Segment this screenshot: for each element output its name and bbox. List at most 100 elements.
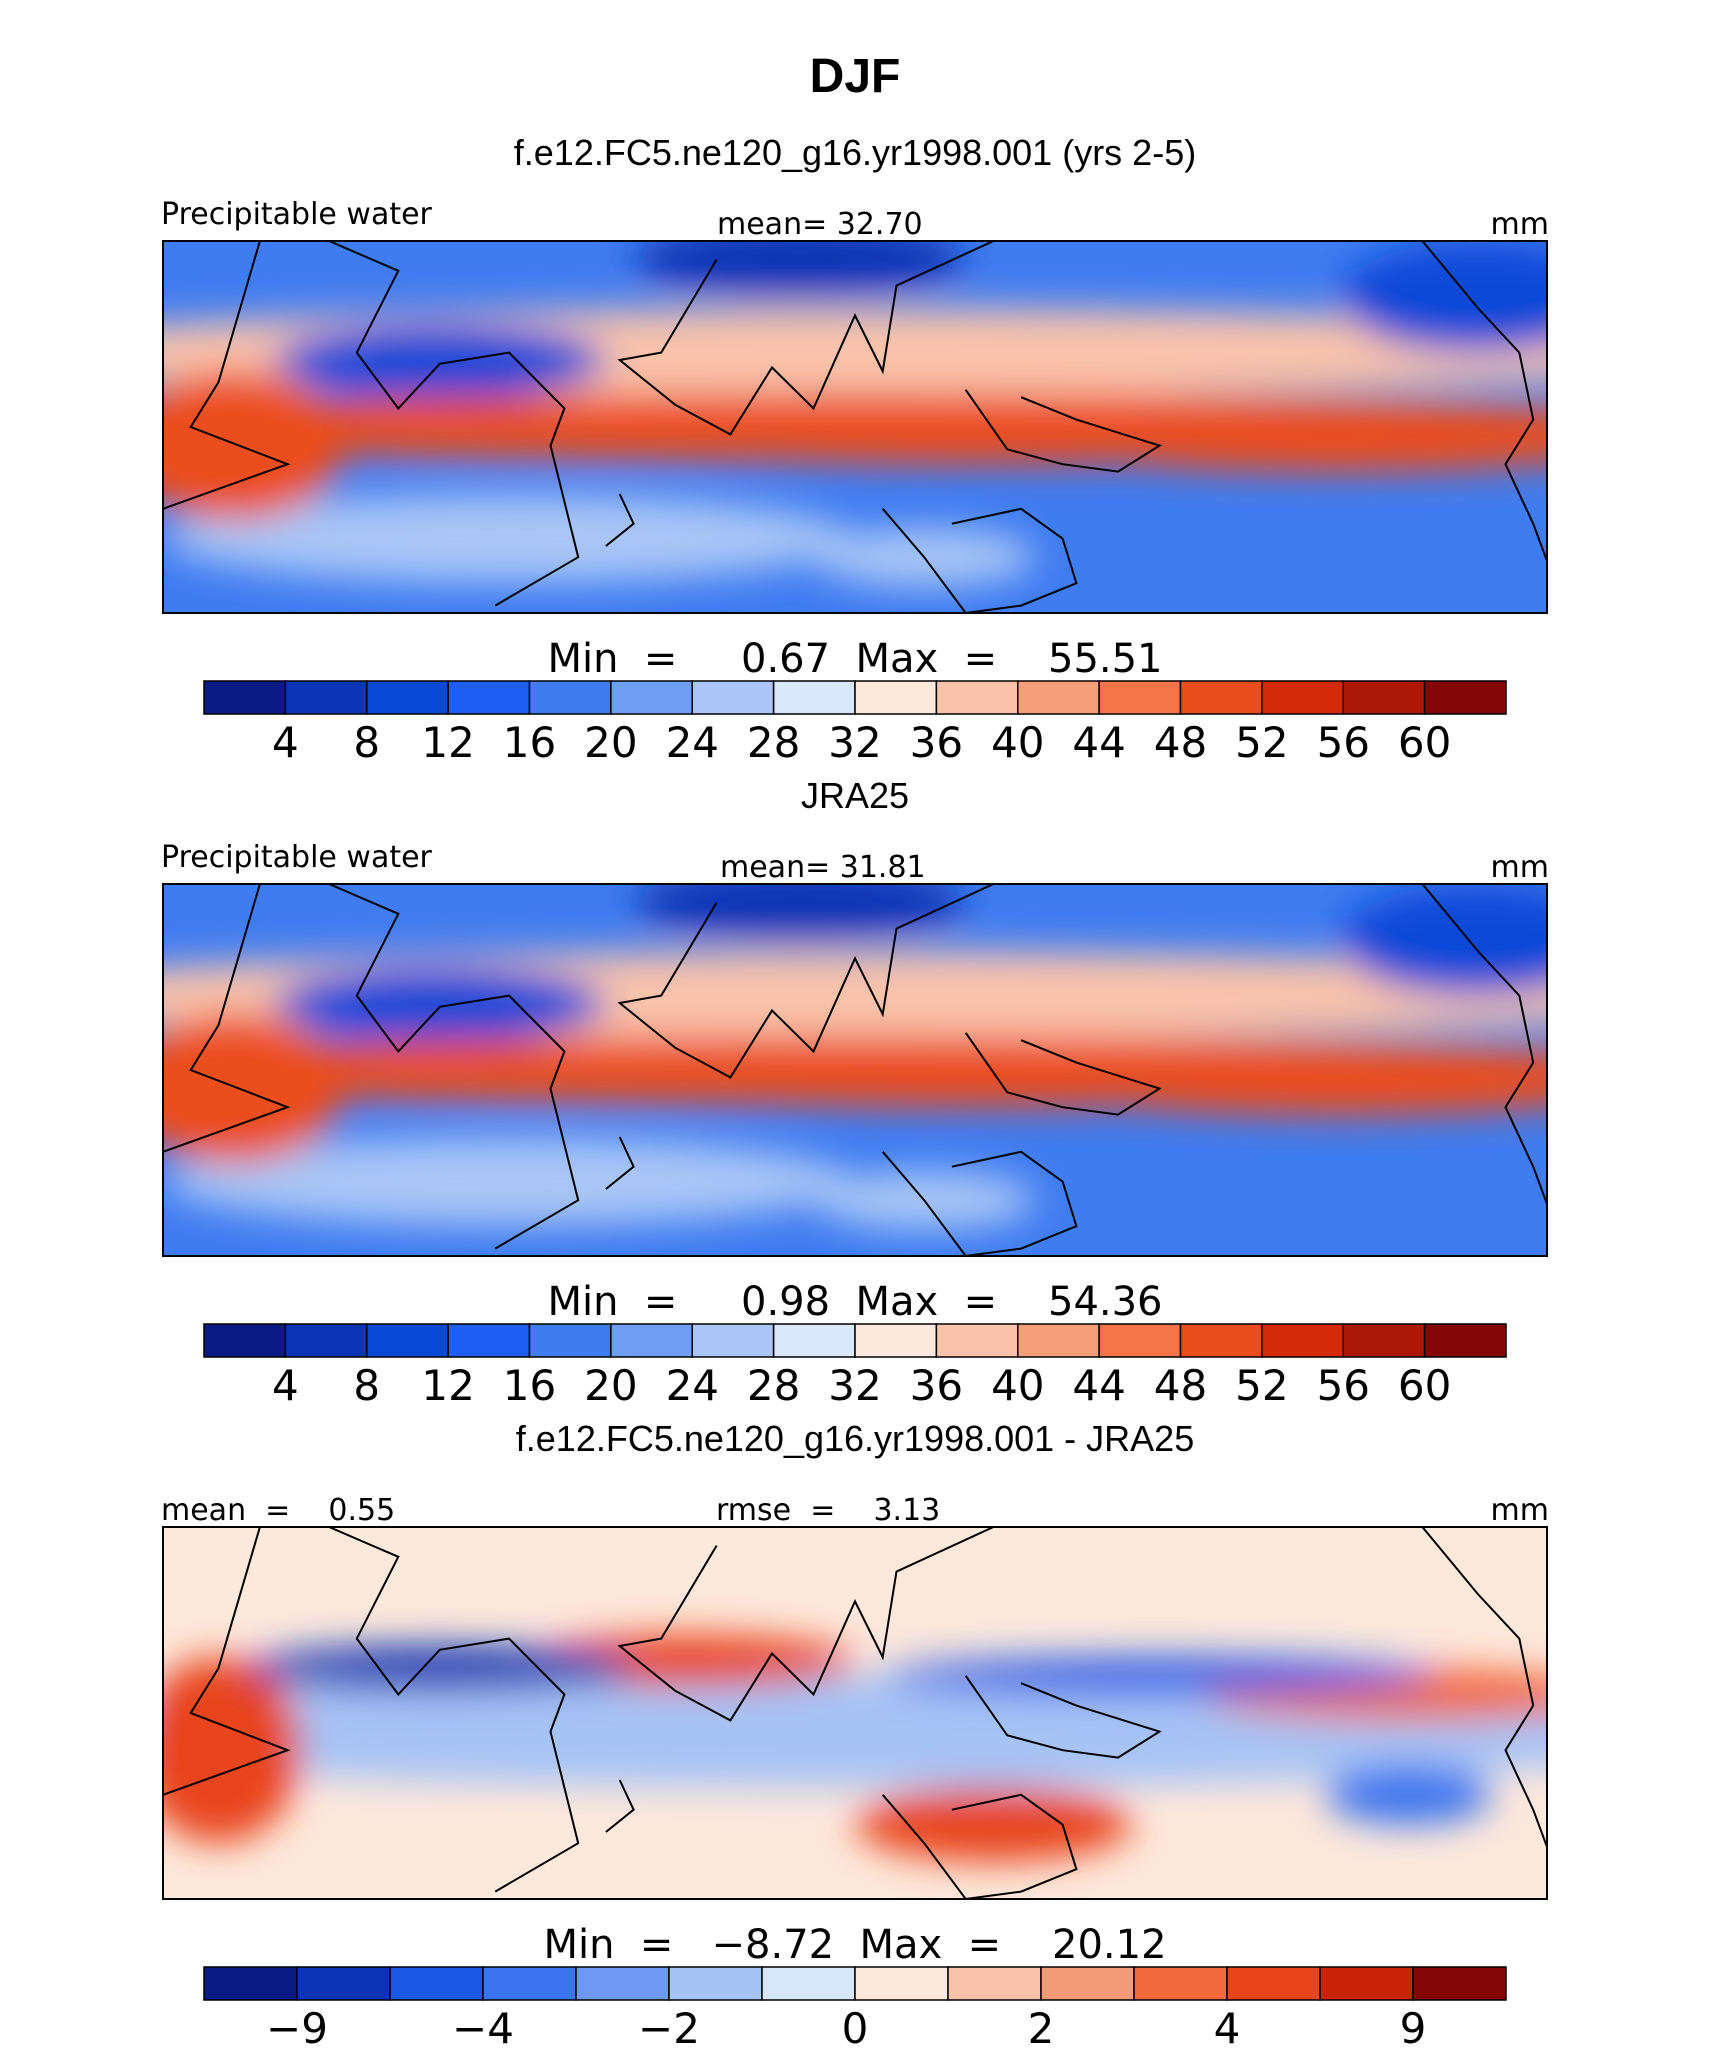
colorbar-tick-label: 52 <box>1235 1361 1288 1410</box>
colorbar-swatch <box>575 1966 670 2001</box>
coastline <box>964 389 1162 473</box>
colorbar: −9 −4 −2 0 2 4 9 <box>203 1966 1507 2048</box>
colorbar-swatch <box>366 680 449 715</box>
field-region <box>855 1787 1132 1862</box>
colorbar-swatch <box>203 680 287 715</box>
map-frame <box>162 883 1548 1257</box>
colorbar: 4 8 12 16 20 24 28 32 36 40 44 48 52 56 60 <box>203 1323 1507 1410</box>
coastline <box>328 1527 580 1893</box>
colorbar-swatch <box>528 680 612 715</box>
mean-label: mean= 32.70 <box>717 207 923 242</box>
colorbar-tick-label: 2 <box>1028 2004 1055 2048</box>
colorbar-swatch <box>1423 1323 1507 1358</box>
panel-title: f.e12.FC5.ne120_g16.yr1998.001 (yrs 2-5) <box>514 132 1196 173</box>
coastline <box>605 1779 635 1833</box>
panel-diff: f.e12.FC5.ne120_g16.yr1998.001 - JRA25 m… <box>161 1418 1549 2048</box>
field-region <box>163 1136 855 1227</box>
colorbar-tick-label: 56 <box>1317 718 1370 767</box>
colorbar-swatch <box>1319 1966 1414 2001</box>
colorbar-swatch <box>203 1323 287 1358</box>
units-label: mm <box>1491 1493 1549 1528</box>
panel-title: JRA25 <box>801 775 909 816</box>
colorbar-swatch <box>1098 1323 1182 1358</box>
field-region <box>246 1646 634 1691</box>
colorbar-tick-label: 16 <box>503 718 556 767</box>
colorbar-tick-label: 4 <box>272 718 299 767</box>
colorbar-tick-label: 56 <box>1317 1361 1370 1410</box>
field-region <box>1339 241 1547 353</box>
coastline <box>605 493 635 547</box>
colorbar-tick-label: 24 <box>666 718 719 767</box>
coastline <box>163 1527 291 1796</box>
coastline <box>617 884 994 1079</box>
map-field <box>163 884 1547 1256</box>
colorbar-swatch <box>366 1323 449 1358</box>
colorbar-swatch <box>1261 1323 1345 1358</box>
colorbar-tick-label: 32 <box>828 1361 881 1410</box>
colorbar-tick-label: 48 <box>1154 718 1207 767</box>
colorbar-swatch <box>1261 680 1345 715</box>
colorbar-swatch <box>772 1323 856 1358</box>
coastline <box>964 1675 1162 1759</box>
variable-label: Precipitable water <box>161 840 433 875</box>
field-region <box>163 1657 302 1844</box>
colorbar-swatch <box>1133 1966 1228 2001</box>
colorbar-tick-label: 36 <box>910 718 963 767</box>
coastline <box>617 241 994 436</box>
min-max-label: Min = −8.72 Max = 20.12 <box>543 1922 1166 1968</box>
coastline <box>605 1136 635 1190</box>
mean-label: mean= 31.81 <box>720 850 926 885</box>
colorbar-swatch <box>691 1323 775 1358</box>
colorbar-swatch <box>1017 680 1100 715</box>
colorbar-swatch <box>1098 680 1182 715</box>
colorbar-swatch <box>1342 1323 1426 1358</box>
mean-label: mean = 0.55 <box>161 1493 395 1528</box>
colorbar-tick-label: −9 <box>266 2004 328 2048</box>
colorbar-tick-label: 28 <box>747 1361 800 1410</box>
field-region <box>163 1675 1547 1788</box>
colorbar-swatch <box>1040 1966 1135 2001</box>
field-region <box>882 1657 1437 1695</box>
colorbar-tick-label: 48 <box>1154 1361 1207 1410</box>
map-field <box>163 241 1547 613</box>
colorbar-swatch <box>284 680 368 715</box>
field-region <box>633 884 966 940</box>
colorbar-tick-label: 9 <box>1400 2004 1427 2048</box>
min-max-label: Min = 0.98 Max = 54.36 <box>548 1279 1163 1325</box>
colorbar-swatch <box>1342 680 1426 715</box>
colorbar-swatch <box>610 680 694 715</box>
colorbar-swatch <box>389 1966 484 2001</box>
coastline <box>1421 884 1547 1205</box>
colorbar-swatch <box>935 1323 1019 1358</box>
colorbar-tick-label: 28 <box>747 718 800 767</box>
colorbar-swatch <box>284 1323 368 1358</box>
colorbar-swatch <box>296 1966 391 2001</box>
colorbar-swatch <box>528 1323 612 1358</box>
colorbar-swatch <box>1179 1323 1263 1358</box>
colorbar-tick-label: 4 <box>1214 2004 1241 2048</box>
rmse-label: rmse = 3.13 <box>716 1493 940 1528</box>
colorbar-tick-label: 40 <box>991 718 1044 767</box>
colorbar-swatch <box>761 1966 856 2001</box>
units-label: mm <box>1491 207 1549 242</box>
coastline <box>881 507 1078 613</box>
coastline <box>617 1527 994 1722</box>
coastline <box>881 1793 1078 1899</box>
colorbar-swatch <box>947 1966 1042 2001</box>
coastline <box>1421 241 1547 562</box>
map-frame <box>162 1526 1548 1900</box>
field-region <box>1339 884 1547 996</box>
coastline <box>328 884 580 1250</box>
colorbar-swatch <box>854 680 938 715</box>
colorbar-tick-label: 60 <box>1398 1361 1451 1410</box>
colorbar-tick-label: −2 <box>638 2004 700 2048</box>
colorbar-tick-label: 16 <box>503 1361 556 1410</box>
colorbar-swatch <box>1017 1323 1100 1358</box>
colorbar-swatch <box>691 680 775 715</box>
coastlines <box>163 1527 1547 1899</box>
colorbar-swatch <box>447 680 531 715</box>
variable-label: Precipitable water <box>161 197 433 232</box>
colorbar-tick-label: 24 <box>666 1361 719 1410</box>
colorbar-swatch <box>610 1323 694 1358</box>
colorbar-tick-label: 44 <box>1072 718 1125 767</box>
